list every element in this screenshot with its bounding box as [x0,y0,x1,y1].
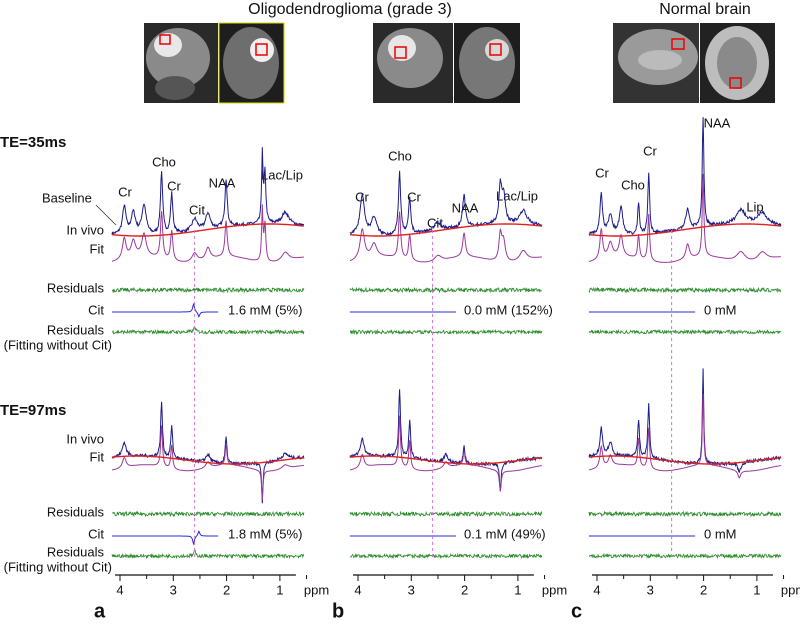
panel-letter: a [94,600,106,622]
residuals-without-cit [588,328,782,336]
residuals [588,510,782,518]
fit-spectrum [111,204,304,262]
residuals [111,286,305,294]
panel-letter: b [332,600,344,622]
row-label: Fit [90,449,105,464]
tick-label: 1 [753,582,760,597]
tick-label: 3 [647,582,654,597]
peak-label: Lac/Lip [261,167,303,182]
tick-label: 1 [514,582,521,597]
row-label: Cit [88,302,104,317]
cit-fit [112,302,219,318]
cit-result: 0.1 mM (49%) [464,526,546,541]
row-label: Residuals [47,280,105,295]
row-label: In vivo [66,222,104,237]
row-label: Residuals [47,322,105,337]
residuals [111,510,305,518]
peak-label: Lip [746,199,763,214]
baseline-curve [589,223,782,237]
axes: 4321ppma4321ppmb4321ppmc [94,574,800,622]
peak-label: Cr [355,189,369,204]
peak-label: Cr [595,165,609,180]
residuals-without-cit [588,552,782,559]
fit-spectrum [588,173,781,263]
residuals-without-cit [111,326,305,336]
cit-result: 1.6 mM (5%) [228,302,302,317]
baseline-curve [350,455,543,465]
baseline-curve [112,223,305,237]
peak-label: Cr [643,143,657,158]
row-label: Baseline [42,190,92,205]
fit-spectrum [349,211,542,263]
panel-letter: c [571,600,582,622]
baseline-curve [350,223,543,237]
tick-label: 4 [116,582,123,597]
tick-label: 2 [461,582,468,597]
row-label: Cit [88,526,104,541]
row-label: In vivo [66,431,104,446]
tick-label: 3 [170,582,177,597]
in-vivo-spectrum [349,389,543,491]
peak-label: Cho [152,154,176,169]
peak-label: Lac/Lip [496,188,538,203]
te-label: TE=35ms [0,134,66,151]
fit-spectrum [349,415,542,492]
residuals-without-cit [111,548,305,560]
peak-label: Cit [189,202,205,217]
tick-label: 3 [408,582,415,597]
peak-label: Cho [388,148,412,163]
in-vivo-spectrum [111,147,305,235]
header: Oligodendroglioma (grade 3) [248,1,452,18]
in-vivo-spectrum [111,401,305,504]
in-vivo-spectrum [349,170,543,236]
cit-result: 0.0 mM (152%) [464,302,553,317]
peak-label: NAA [209,175,236,190]
axis-unit: ppm [304,582,329,597]
row-label: Fit [90,241,105,256]
mri-images [144,22,775,104]
row-label: (Fitting without Cit) [4,559,112,574]
cit-result: 0 mM [704,526,737,541]
row-label: Residuals [47,504,105,519]
spectra [111,117,782,560]
te-label: TE=97ms [0,402,66,419]
residuals [588,286,782,294]
residuals [349,286,542,294]
header: Normal brain [659,1,751,18]
row-label: Residuals [47,544,105,559]
tick-label: 2 [223,582,230,597]
fit-spectrum [588,393,781,479]
axis-unit: ppm [781,582,800,597]
baseline-curve [589,455,782,465]
pointer [95,204,117,226]
cit-result: 0 mM [704,302,737,317]
tick-label: 4 [593,582,600,597]
residuals [349,510,543,518]
in-vivo-spectrum [588,117,782,237]
cit-fit [112,530,219,546]
peak-label: Cr [118,184,132,199]
peak-label: Cr [407,189,421,204]
peak-label: NAA [704,115,731,130]
axis-unit: ppm [542,582,567,597]
residuals-without-cit [349,552,543,560]
row-label: (Fitting without Cit) [4,337,112,352]
cit-result: 1.8 mM (5%) [228,526,302,541]
residuals-without-cit [349,328,543,336]
peak-label: Cr [167,178,181,193]
baseline-curve [112,455,305,465]
peak-label: Cho [621,177,645,192]
tick-label: 4 [354,582,361,597]
tick-label: 1 [276,582,283,597]
tick-label: 2 [700,582,707,597]
fit-spectrum [111,425,304,501]
